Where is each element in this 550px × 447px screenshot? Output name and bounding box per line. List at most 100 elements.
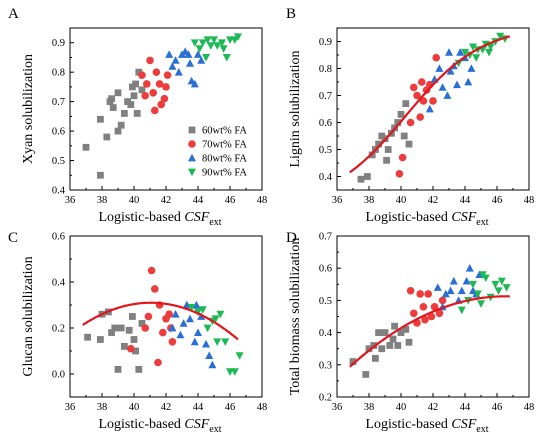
data-point: [168, 323, 177, 332]
data-point: [141, 324, 149, 332]
x-tick-label: 40: [129, 402, 140, 413]
data-point: [165, 310, 173, 319]
x-tick-label: 44: [460, 195, 471, 206]
y-tick-label: 0.8: [319, 64, 332, 75]
y-tick-label: 0.4: [52, 278, 66, 289]
data-point: [410, 309, 418, 318]
data-point: [211, 315, 220, 323]
x-tick-label: 48: [524, 195, 535, 206]
x-axis-label: Logistic-based CSFext: [98, 210, 221, 228]
y-tick-label: 0.4: [319, 328, 333, 339]
x-tick-label: 44: [193, 195, 204, 206]
data-point: [230, 368, 239, 376]
data-point: [462, 276, 471, 285]
panel-label: D: [286, 230, 297, 246]
y-axis-label: Xyan solubilization: [21, 54, 36, 164]
y-tick-label: 0.4: [319, 172, 333, 183]
y-axis-label: Glucan solubilization: [21, 256, 36, 376]
data-point: [441, 289, 450, 298]
data-point: [400, 132, 408, 140]
series-triangle-down: [457, 271, 511, 315]
data-point: [194, 50, 202, 58]
panel-c: C 36 38 40 42 44 46 48 0.0 0.2 0.4 0.6 Glucan solubi…: [8, 230, 267, 435]
x-tick-label: 44: [193, 402, 204, 413]
legend: 60wt% FA 70wt% FA 80wt% FA 90wt% FA: [188, 126, 247, 179]
data-point: [394, 119, 402, 126]
data-point: [497, 277, 506, 286]
y-tick-label: 0.6: [52, 232, 65, 243]
data-point: [141, 91, 149, 100]
data-point: [171, 310, 180, 318]
y-axis-label: Lignin solubilization: [288, 50, 303, 167]
data-point: [194, 308, 202, 317]
y-tick-label: 0.5: [52, 156, 65, 167]
data-point: [477, 300, 485, 308]
x-tick-label: 46: [492, 402, 503, 413]
panel-label: B: [286, 6, 296, 22]
data-point: [208, 360, 217, 369]
data-point: [127, 101, 135, 108]
data-point: [84, 333, 91, 341]
data-point: [190, 79, 199, 88]
y-tick-label: 0.9: [52, 38, 65, 49]
data-point: [186, 59, 194, 67]
series-triangle-up: [168, 300, 217, 369]
legend-marker: [188, 140, 196, 148]
data-point: [372, 354, 379, 362]
data-point: [151, 285, 159, 293]
data-point: [235, 352, 244, 360]
x-axis-label: Logistic-based CSFext: [365, 210, 488, 228]
y-tick-label: 0.8: [52, 68, 65, 79]
data-point: [111, 324, 119, 332]
series-triangle-down: [190, 33, 242, 62]
data-point: [138, 71, 146, 79]
x-tick-label: 36: [332, 195, 343, 206]
data-point: [485, 48, 493, 57]
x-tick-label: 36: [65, 402, 76, 413]
x-tick-label: 42: [428, 195, 439, 206]
legend-label: 60wt% FA: [202, 126, 247, 137]
data-point: [132, 347, 139, 355]
data-point: [132, 80, 139, 88]
data-point: [445, 48, 453, 56]
data-point: [413, 91, 421, 100]
series-square: [82, 68, 146, 179]
data-point: [97, 171, 104, 179]
x-tick-label: 44: [460, 402, 471, 413]
data-point: [435, 309, 444, 318]
y-tick-label: 0.5: [319, 296, 332, 307]
data-point: [147, 266, 156, 275]
data-point: [496, 32, 505, 41]
data-point: [368, 151, 376, 159]
legend-label: 90wt% FA: [202, 168, 247, 179]
x-tick-label: 42: [428, 402, 439, 413]
data-point: [349, 358, 357, 365]
data-point: [114, 366, 122, 373]
x-tick-label: 38: [97, 195, 108, 206]
data-point: [109, 104, 117, 111]
legend-label: 80wt% FA: [202, 154, 247, 165]
x-tick-label: 40: [129, 195, 140, 206]
data-layer: [82, 266, 244, 376]
data-point: [190, 39, 199, 47]
data-point: [108, 329, 115, 336]
x-tick-label: 38: [97, 402, 108, 413]
data-point: [202, 339, 210, 348]
fit-curve: [349, 295, 510, 368]
data-point: [155, 80, 164, 88]
x-axis-label: Logistic-based CSFext: [98, 417, 221, 435]
fit-curve: [349, 35, 511, 174]
data-point: [397, 111, 405, 118]
data-point: [163, 71, 172, 79]
data-point: [103, 133, 111, 141]
series-square: [349, 322, 413, 378]
series-triangle-up: [425, 48, 476, 113]
data-point: [133, 110, 141, 117]
data-point: [435, 64, 444, 72]
data-point: [362, 371, 370, 378]
x-tick-label: 40: [396, 402, 407, 413]
data-point: [430, 303, 439, 311]
data-point: [432, 53, 441, 62]
legend-marker: [188, 126, 196, 134]
data-point: [203, 36, 212, 44]
